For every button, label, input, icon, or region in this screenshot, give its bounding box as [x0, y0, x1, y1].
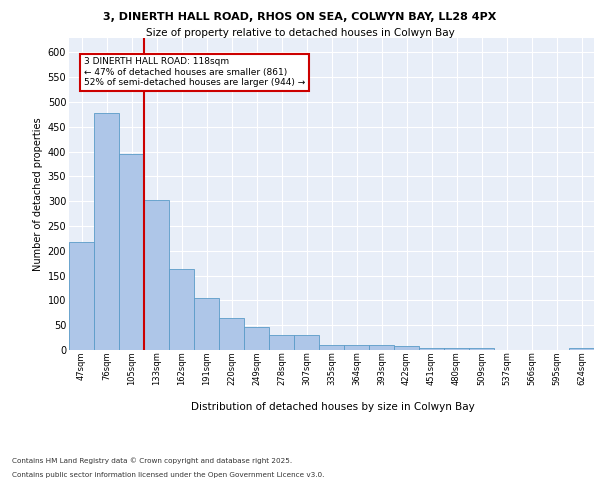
Bar: [69, 242, 94, 350]
Bar: [419, 348, 444, 350]
Bar: [444, 348, 469, 350]
Bar: [144, 200, 169, 350]
Text: Size of property relative to detached houses in Colwyn Bay: Size of property relative to detached ho…: [146, 28, 454, 38]
Bar: [319, 345, 344, 350]
Text: Contains public sector information licensed under the Open Government Licence v3: Contains public sector information licen…: [12, 472, 325, 478]
Bar: [344, 345, 369, 350]
Bar: [569, 348, 594, 350]
Bar: [294, 334, 319, 350]
Bar: [94, 113, 119, 350]
Text: 3, DINERTH HALL ROAD, RHOS ON SEA, COLWYN BAY, LL28 4PX: 3, DINERTH HALL ROAD, RHOS ON SEA, COLWY…: [103, 12, 497, 22]
Bar: [244, 326, 269, 350]
Bar: [469, 348, 494, 350]
Bar: [194, 298, 219, 350]
Text: Distribution of detached houses by size in Colwyn Bay: Distribution of detached houses by size …: [191, 402, 475, 412]
Y-axis label: Number of detached properties: Number of detached properties: [34, 117, 43, 270]
Bar: [394, 346, 419, 350]
Bar: [119, 154, 144, 350]
Text: Contains HM Land Registry data © Crown copyright and database right 2025.: Contains HM Land Registry data © Crown c…: [12, 458, 292, 464]
Bar: [219, 318, 244, 350]
Bar: [169, 269, 194, 350]
Bar: [369, 345, 394, 350]
Bar: [269, 334, 294, 350]
Text: 3 DINERTH HALL ROAD: 118sqm
← 47% of detached houses are smaller (861)
52% of se: 3 DINERTH HALL ROAD: 118sqm ← 47% of det…: [84, 58, 305, 87]
